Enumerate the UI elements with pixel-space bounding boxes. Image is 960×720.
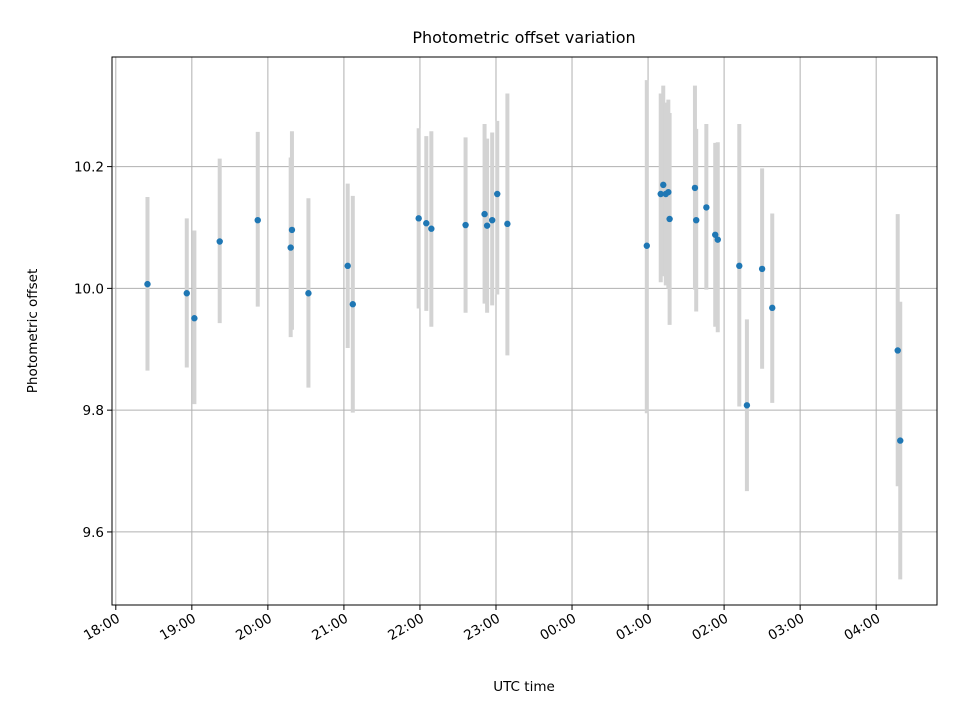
data-point bbox=[191, 315, 198, 322]
data-point bbox=[488, 216, 496, 224]
errorbar-layer bbox=[145, 80, 903, 580]
x-tick-label: 21:00 bbox=[309, 611, 351, 644]
data-point bbox=[666, 215, 673, 223]
data-point bbox=[494, 190, 501, 198]
grid-layer bbox=[112, 57, 937, 605]
data-point bbox=[415, 215, 422, 222]
data-point bbox=[743, 402, 751, 409]
x-tick-label: 04:00 bbox=[841, 611, 883, 644]
y-axis-label: Photometric offset bbox=[25, 269, 41, 393]
data-point bbox=[665, 188, 672, 196]
data-point bbox=[349, 301, 356, 308]
x-tick-label: 23:00 bbox=[461, 611, 503, 644]
x-tick-label: 22:00 bbox=[385, 611, 427, 644]
data-point bbox=[657, 190, 664, 198]
x-tick-label: 00:00 bbox=[537, 611, 579, 644]
data-point bbox=[428, 225, 435, 232]
x-axis: 18:00 19:00 20:00 21:00 22:00 23:00 00:00 01:00… bbox=[81, 605, 883, 644]
data-point bbox=[462, 221, 469, 229]
x-tick-label: 20:00 bbox=[233, 611, 275, 644]
plot-frame bbox=[111, 56, 938, 606]
data-point bbox=[344, 262, 351, 270]
y-tick-label: 10.2 bbox=[74, 160, 104, 176]
data-point bbox=[894, 347, 901, 354]
data-point bbox=[144, 280, 151, 288]
x-axis-label: UTC time bbox=[493, 679, 555, 695]
x-tick-label: 02:00 bbox=[689, 611, 731, 644]
data-point bbox=[287, 244, 294, 251]
data-point bbox=[504, 220, 511, 228]
data-point bbox=[691, 184, 699, 192]
x-tick-label: 18:00 bbox=[81, 611, 123, 644]
data-point bbox=[897, 437, 904, 444]
data-point bbox=[660, 181, 667, 189]
data-point bbox=[216, 238, 223, 245]
data-point bbox=[736, 262, 743, 270]
chart-title: Photometric offset variation bbox=[412, 28, 635, 47]
data-point bbox=[769, 304, 776, 312]
x-tick-label: 03:00 bbox=[765, 611, 807, 644]
x-tick-label: 01:00 bbox=[613, 611, 655, 644]
data-point bbox=[712, 231, 719, 238]
data-point bbox=[703, 204, 710, 211]
y-axis: 9.6 9.8 10.0 10.2 bbox=[74, 160, 112, 541]
data-point bbox=[483, 222, 491, 229]
y-tick-label: 10.0 bbox=[74, 281, 104, 297]
y-tick-label: 9.6 bbox=[83, 525, 104, 541]
y-tick-label: 9.8 bbox=[83, 403, 104, 419]
data-point bbox=[305, 290, 312, 297]
data-point bbox=[423, 220, 430, 227]
data-point bbox=[183, 290, 190, 297]
data-point bbox=[643, 242, 650, 249]
data-point bbox=[693, 216, 700, 224]
data-point bbox=[758, 265, 766, 273]
point-layer bbox=[144, 181, 904, 444]
data-point bbox=[714, 236, 721, 243]
data-point bbox=[254, 216, 261, 224]
data-point bbox=[481, 210, 488, 218]
data-point bbox=[288, 226, 296, 234]
x-tick-label: 19:00 bbox=[157, 611, 199, 644]
